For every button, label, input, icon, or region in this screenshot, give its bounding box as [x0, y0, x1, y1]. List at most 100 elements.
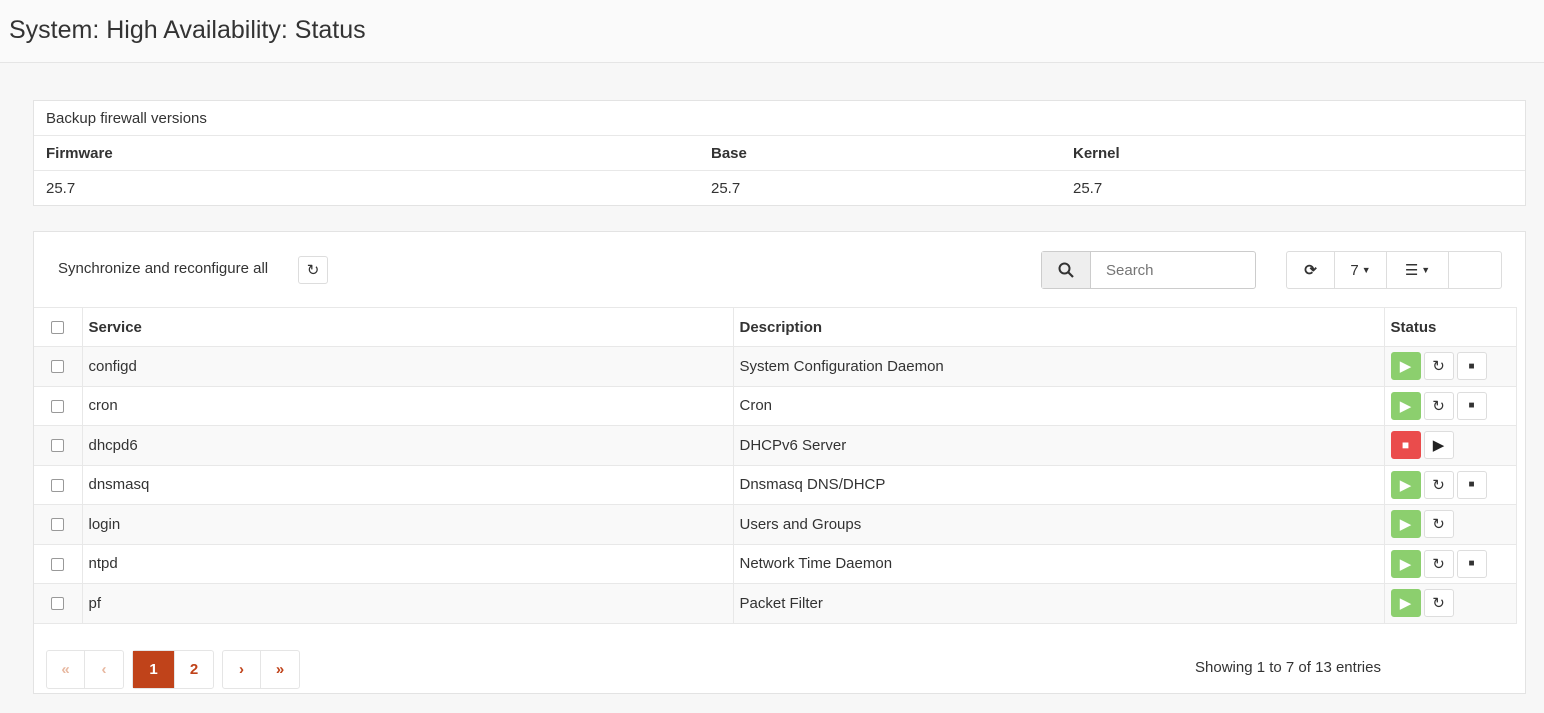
stopped-status-button[interactable]: ■ [1390, 431, 1421, 460]
service-name: ntpd [81, 543, 734, 584]
row-checkbox[interactable] [51, 399, 65, 413]
running-status-button[interactable]: ▶ [1390, 352, 1421, 381]
table-row[interactable]: dnsmasq Dnsmasq DNS/DHCP ▶ ↻ ■ [34, 464, 1517, 505]
stop-icon: ■ [1468, 479, 1475, 491]
running-status-button[interactable]: ▶ [1390, 510, 1421, 539]
entries-info: Showing 1 to 7 of 13 entries [1195, 659, 1381, 676]
row-checkbox[interactable] [51, 360, 65, 374]
row-checkbox[interactable] [51, 478, 65, 492]
stop-icon: ■ [1401, 438, 1410, 453]
service-status: ▶ ↻ [1383, 504, 1517, 545]
stop-button[interactable]: ■ [1456, 470, 1487, 499]
search-input[interactable] [1091, 252, 1251, 288]
firmware-version: 25.7 [46, 180, 76, 197]
stop-button[interactable]: ■ [1456, 549, 1487, 578]
service-name: dhcpd6 [81, 425, 734, 466]
refresh-button[interactable]: ⟳ [1287, 252, 1335, 288]
caret-down-icon: ▼ [1361, 265, 1371, 275]
restart-button[interactable]: ↻ [1423, 510, 1454, 539]
table-row[interactable]: dhcpd6 DHCPv6 Server ■ ▶ [34, 425, 1517, 466]
row-checkbox[interactable] [51, 439, 65, 453]
play-icon: ▶ [1399, 595, 1412, 613]
running-status-button[interactable]: ▶ [1390, 549, 1421, 578]
service-status: ▶ ↻ ■ [1383, 385, 1517, 426]
page-header: System: High Availability: Status [0, 0, 1544, 63]
restart-button[interactable]: ↻ [1423, 589, 1454, 618]
service-status: ▶ ↻ [1383, 583, 1517, 624]
status-column-header[interactable]: Status [1383, 307, 1517, 347]
service-description: Cron [732, 385, 1385, 426]
row-checkbox[interactable] [51, 518, 65, 532]
table-row[interactable]: pf Packet Filter ▶ ↻ [34, 583, 1517, 624]
firmware-header: Firmware [46, 145, 113, 162]
page-size-value: 7 [1350, 261, 1359, 279]
search-icon[interactable] [1042, 252, 1091, 288]
page-title: System: High Availability: Status [9, 16, 366, 44]
stop-icon: ■ [1468, 360, 1475, 372]
table-row[interactable]: login Users and Groups ▶ ↻ [34, 504, 1517, 545]
description-column-header[interactable]: Description [732, 307, 1385, 347]
restart-button[interactable]: ↻ [1423, 391, 1454, 420]
services-table: Service Description Status configd Syste… [34, 307, 1517, 624]
first-page-button[interactable]: « [47, 651, 85, 688]
play-icon: ▶ [1399, 397, 1412, 415]
search-box [1041, 251, 1256, 289]
service-description: DHCPv6 Server [732, 425, 1385, 466]
table-row[interactable]: configd System Configuration Daemon ▶ ↻ ■ [34, 346, 1517, 387]
kernel-version: 25.7 [1073, 180, 1103, 197]
caret-down-icon: ▼ [1421, 265, 1431, 275]
service-description: System Configuration Daemon [732, 346, 1385, 387]
table-row[interactable]: ntpd Network Time Daemon ▶ ↻ ■ [34, 543, 1517, 584]
stop-icon: ■ [1468, 400, 1475, 412]
service-description: Network Time Daemon [732, 543, 1385, 584]
redo-icon: ↻ [1432, 358, 1445, 376]
backup-versions-panel: Backup firewall versions Firmware Base K… [33, 100, 1526, 206]
restart-button[interactable]: ↻ [1423, 470, 1454, 499]
base-version: 25.7 [711, 180, 741, 197]
play-icon: ▶ [1432, 437, 1445, 455]
refresh-icon: ⟳ [1304, 262, 1317, 279]
start-button[interactable]: ▶ [1423, 431, 1454, 460]
page-1-button[interactable]: 1 [133, 651, 175, 688]
page-size-dropdown[interactable]: 7 ▼ [1335, 252, 1387, 288]
toolbar-empty-button[interactable] [1449, 252, 1501, 288]
stop-button[interactable]: ■ [1456, 391, 1487, 420]
running-status-button[interactable]: ▶ [1390, 589, 1421, 618]
service-description: Users and Groups [732, 504, 1385, 545]
play-icon: ▶ [1399, 555, 1412, 573]
service-column-header[interactable]: Service [81, 307, 734, 347]
prev-page-button[interactable]: ‹ [101, 661, 107, 678]
redo-icon: ↻ [1432, 595, 1445, 613]
sync-label: Synchronize and reconfigure all [58, 260, 269, 277]
services-panel: Synchronize and reconfigure all ↻ ⟳ 7▼ ☰… [33, 231, 1526, 694]
base-header: Base [711, 145, 747, 162]
pagination: « ‹ 1 2 › » [46, 650, 300, 689]
table-row[interactable]: cron Cron ▶ ↻ ■ [34, 385, 1517, 426]
columns-dropdown[interactable]: ☰ ▼ [1387, 252, 1449, 288]
stop-button[interactable]: ■ [1456, 352, 1487, 381]
service-name: dnsmasq [81, 464, 734, 505]
running-status-button[interactable]: ▶ [1390, 470, 1421, 499]
service-name: configd [81, 346, 734, 387]
next-page-button[interactable]: › [223, 651, 261, 688]
service-status: ▶ ↻ ■ [1383, 543, 1517, 584]
restart-button[interactable]: ↻ [1423, 352, 1454, 381]
row-checkbox[interactable] [51, 597, 65, 611]
service-description: Dnsmasq DNS/DHCP [732, 464, 1385, 505]
restart-button[interactable]: ↻ [1423, 549, 1454, 578]
redo-icon: ↻ [1432, 516, 1445, 534]
panel-title: Backup firewall versions [46, 110, 207, 127]
last-page-button[interactable]: » [275, 661, 285, 678]
play-icon: ▶ [1399, 516, 1412, 534]
service-name: login [81, 504, 734, 545]
page-2-button[interactable]: 2 [189, 661, 199, 678]
row-checkbox[interactable] [51, 557, 65, 571]
redo-icon: ↻ [306, 262, 320, 279]
service-description: Packet Filter [732, 583, 1385, 624]
running-status-button[interactable]: ▶ [1390, 391, 1421, 420]
sync-reconfigure-button[interactable]: ↻ [298, 256, 328, 284]
play-icon: ▶ [1399, 476, 1412, 494]
kernel-header: Kernel [1073, 145, 1120, 162]
select-all-checkbox[interactable] [51, 321, 65, 335]
redo-icon: ↻ [1432, 397, 1445, 415]
